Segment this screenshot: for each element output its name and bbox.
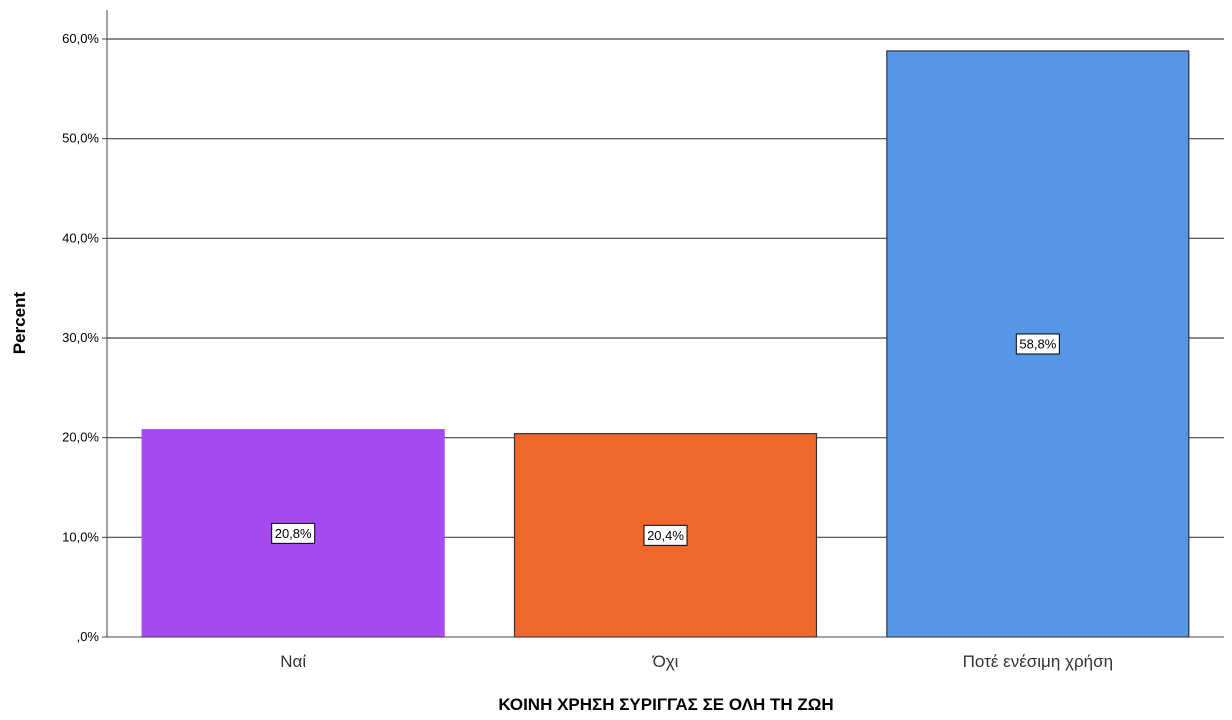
data-labels: 20,8% 20,4% 58,8%: [271, 333, 1060, 546]
data-label-box: [271, 522, 316, 544]
y-tick-label: 20,0%: [62, 430, 99, 445]
y-tick-label: 40,0%: [62, 230, 99, 245]
y-tick-label: 50,0%: [62, 131, 99, 146]
x-category-label: Όχι: [652, 652, 679, 671]
y-tick-label: 60,0%: [62, 31, 99, 46]
y-axis-ticks: ,0% 10,0% 20,0% 30,0% 40,0% 50,0% 60,0%: [62, 31, 107, 644]
data-label: 20,8%: [275, 526, 312, 541]
x-axis-title: ΚΟΙΝΗ ΧΡΗΣΗ ΣΥΡΙΓΓΑΣ ΣΕ ΟΛΗ ΤΗ ΖΩΗ: [498, 695, 833, 714]
y-axis-title: Percent: [10, 291, 29, 354]
y-tick-label: ,0%: [77, 629, 100, 644]
data-label: 58,8%: [1019, 336, 1056, 351]
x-axis-categories: Ναί Όχι Ποτέ ενέσιμη χρήση: [280, 652, 1113, 671]
data-label: 20,4%: [647, 528, 684, 543]
data-label-box: [1015, 333, 1060, 355]
x-category-label: Ναί: [280, 652, 306, 671]
y-tick-label: 30,0%: [62, 330, 99, 345]
x-category-label: Ποτέ ενέσιμη χρήση: [963, 652, 1113, 671]
y-tick-label: 10,0%: [62, 529, 99, 544]
data-label-box: [643, 524, 688, 546]
